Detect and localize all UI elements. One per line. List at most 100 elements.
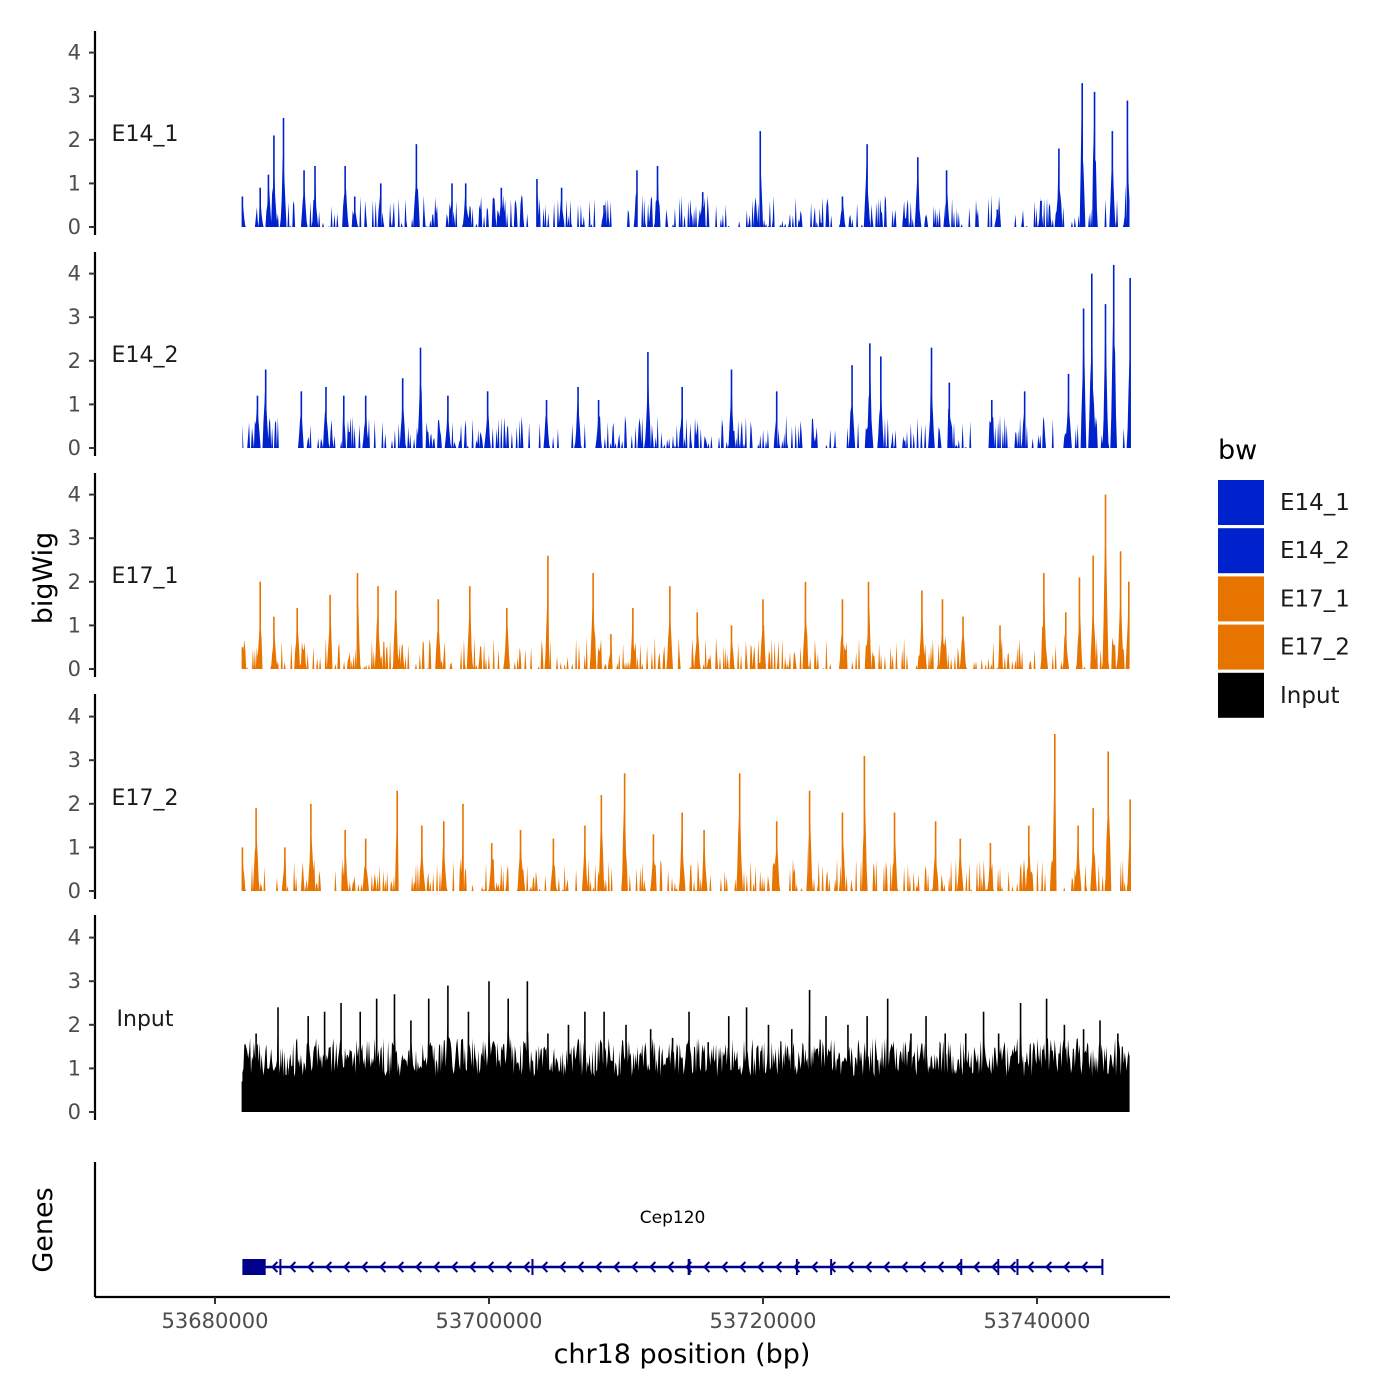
legend-title: bw: [1218, 435, 1257, 466]
y-tick-label: 4: [68, 41, 81, 65]
strand-arrow: [324, 1261, 333, 1273]
y-tick-label: 1: [68, 835, 81, 859]
strand-arrow: [900, 1261, 909, 1273]
strand-arrow: [882, 1261, 891, 1273]
strand-arrow: [630, 1261, 639, 1273]
track-E17_1: 0 1 2 3 4 E17_1: [68, 473, 1130, 681]
exon: [687, 1259, 691, 1275]
y-tick-label: 3: [68, 526, 81, 550]
x-axis-title: chr18 position (bp): [554, 1339, 811, 1370]
coverage-area-Input: [242, 1004, 1130, 1112]
y-tick-label: 3: [68, 748, 81, 772]
x-tick-label: 53720000: [710, 1309, 817, 1333]
legend-label-E14_1: E14_1: [1280, 490, 1350, 516]
y-tick-label: 0: [68, 657, 81, 681]
coverage-tracks: 0 1 2 3 4 E14_1 0 1 2 3 4 E14_2 0 1 2 3 4 E17_1 0 1 2 3 4 E17_2…: [68, 31, 1131, 1124]
strand-arrow: [360, 1261, 369, 1273]
y-tick-label: 2: [68, 1013, 81, 1037]
y-tick-label: 1: [68, 613, 81, 637]
strand-arrow: [666, 1261, 675, 1273]
strand-arrow: [288, 1261, 297, 1273]
legend-label-E17_1: E17_1: [1280, 586, 1350, 612]
y-tick-label: 2: [68, 792, 81, 816]
track-label: E17_2: [112, 786, 179, 811]
track-label: E14_2: [112, 343, 179, 368]
y-tick-label: 4: [68, 926, 81, 950]
exon: [1016, 1259, 1019, 1275]
legend-swatch-E17_2: [1218, 624, 1264, 670]
y-tick-label: 1: [68, 392, 81, 416]
strand-arrow: [972, 1261, 981, 1273]
exon: [279, 1259, 282, 1275]
coverage-area-E17_2: [242, 752, 1130, 891]
x-tick-label: 53680000: [162, 1309, 269, 1333]
strand-arrow: [990, 1261, 999, 1273]
track-label: E14_1: [112, 122, 179, 147]
y-tick-label: 1: [68, 1056, 81, 1080]
strand-arrow: [504, 1261, 513, 1273]
y-tick-label: 2: [68, 349, 81, 373]
legend-label-Input: Input: [1280, 683, 1340, 709]
strand-arrow: [702, 1261, 711, 1273]
strand-arrow: [540, 1261, 549, 1273]
legend-swatch-Input: [1218, 672, 1264, 718]
strand-arrow: [270, 1261, 279, 1273]
strand-arrow: [378, 1261, 387, 1273]
x-tick-label: 53740000: [984, 1309, 1091, 1333]
y-tick-label: 0: [68, 215, 81, 239]
legend-swatch-E14_1: [1218, 480, 1264, 525]
strand-arrow: [432, 1261, 441, 1273]
track-label: Input: [117, 1007, 174, 1032]
strand-arrow: [774, 1261, 783, 1273]
strand-arrow: [486, 1261, 495, 1273]
strand-arrow: [414, 1261, 423, 1273]
strand-arrow: [936, 1261, 945, 1273]
y-tick-label: 2: [68, 570, 81, 594]
genes-axis-title: Genes: [28, 1187, 59, 1272]
strand-arrow: [594, 1261, 603, 1273]
exon: [531, 1259, 534, 1275]
coverage-area-E14_2: [242, 311, 1130, 448]
track-label: E17_1: [112, 564, 179, 589]
strand-arrow: [1080, 1261, 1089, 1273]
strand-arrow: [576, 1261, 585, 1273]
strand-arrow: [612, 1261, 621, 1273]
strand-arrow: [522, 1261, 531, 1273]
y-tick-label: 0: [68, 1100, 81, 1124]
y-tick-label: 3: [68, 969, 81, 993]
strand-arrow: [1008, 1261, 1017, 1273]
track-E14_1: 0 1 2 3 4 E14_1: [68, 31, 1130, 239]
strand-arrow: [468, 1261, 477, 1273]
strand-arrow: [810, 1261, 819, 1273]
strand-arrow: [918, 1261, 927, 1273]
legend-swatch-E17_1: [1218, 576, 1264, 622]
strand-arrow: [1062, 1261, 1071, 1273]
strand-arrow: [396, 1261, 405, 1273]
strand-arrow: [648, 1261, 657, 1273]
y-tick-label: 2: [68, 128, 81, 152]
strand-arrow: [954, 1261, 963, 1273]
strand-arrow: [306, 1261, 315, 1273]
y-tick-label: 3: [68, 84, 81, 108]
exon: [1101, 1259, 1104, 1275]
exon: [242, 1259, 266, 1275]
exon: [830, 1259, 833, 1275]
strand-arrow: [342, 1261, 351, 1273]
legend-label-E14_2: E14_2: [1280, 538, 1350, 564]
strand-arrow: [720, 1261, 729, 1273]
strand-arrow: [738, 1261, 747, 1273]
track-E14_2: 0 1 2 3 4 E14_2: [68, 252, 1131, 460]
exon: [795, 1259, 798, 1275]
y-axis-title-group: bigWig: [28, 532, 59, 625]
exon: [960, 1259, 963, 1275]
legend: bw E14_1 E14_2 E17_1 E17_2 Input: [1218, 435, 1350, 718]
x-tick-label: 53700000: [436, 1309, 543, 1333]
strand-arrow: [846, 1261, 855, 1273]
track-E17_2: 0 1 2 3 4 E17_2: [68, 694, 1131, 903]
y-axis-title: bigWig: [28, 532, 59, 625]
strand-arrow: [558, 1261, 567, 1273]
strand-arrow: [864, 1261, 873, 1273]
strand-arrow: [450, 1261, 459, 1273]
y-tick-label: 0: [68, 879, 81, 903]
